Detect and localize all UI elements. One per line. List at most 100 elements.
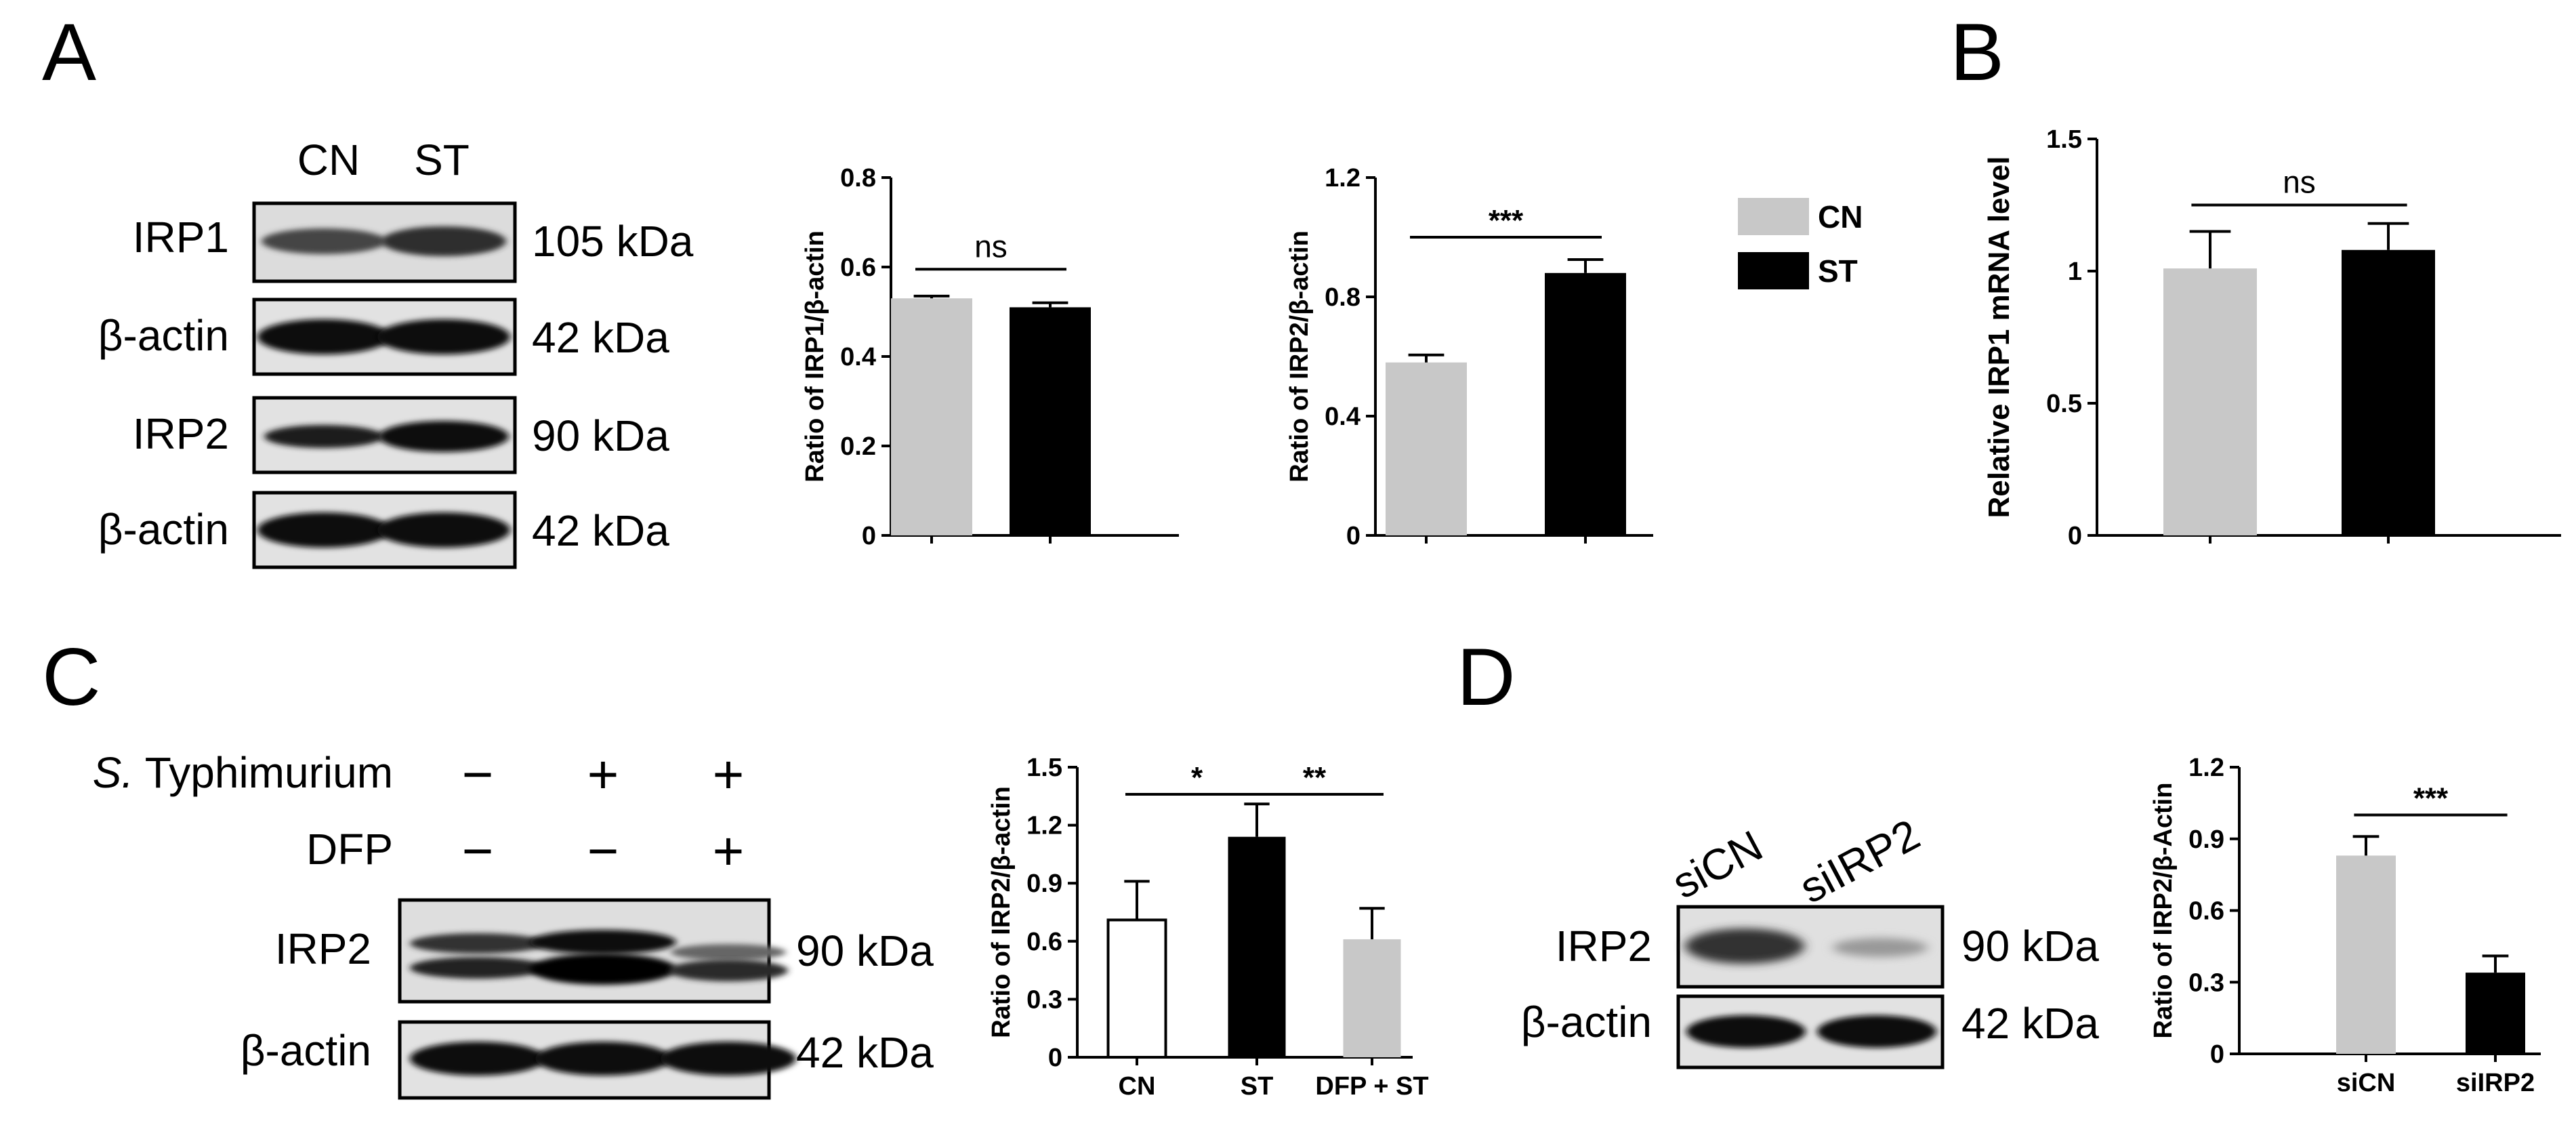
chart-irp1-mrna: 0 0.5 1 1.5 Relative IRP1 mRNA level ns [1982,125,2561,550]
kda-actin-1: 42 kDa [532,313,669,362]
y-tick-label: 1 [2068,258,2082,286]
blot-image-actin-2 [252,491,517,569]
chart-irp2-ratio: 0 0.4 0.8 1.2 Ratio of IRP2/β-actin *** [1285,164,1653,550]
legend-swatch-cn [1738,198,1809,235]
legend: CN ST [1738,198,1863,289]
y-tick-label: 0.5 [2046,390,2082,418]
lane-label-st: ST [414,136,470,184]
y-tick-label: 1.5 [1026,754,1062,782]
panel-a-western-blot: CN ST IRP1 105 kDa β-actin 42 kDa IRP2 9… [98,136,694,569]
y-tick-label: 0 [1048,1044,1062,1072]
kda-c-irp2: 90 kDa [796,926,934,975]
bar-st [1010,307,1091,535]
legend-label-cn: CN [1818,199,1863,234]
blot-label-irp1: IRP1 [133,213,229,262]
kda-d-irp2: 90 kDa [1961,922,2099,971]
kda-irp1: 105 kDa [532,217,694,266]
blot-label-actin-2: β-actin [98,505,229,554]
bar-cn [1106,918,1167,1059]
bar-siirp2 [2466,973,2525,1054]
y-tick-label: 1.2 [1026,812,1062,840]
y-tick-label: 0 [862,522,876,550]
panel-c-western-blot: S. Typhimurium DFP − + + − − + IRP2 90 k… [93,744,934,1100]
bar-st [2342,249,2435,535]
y-tick-label: 0.2 [840,432,876,461]
y-axis-label: Ratio of IRP2/β-Actin [2149,783,2178,1039]
dfp-sign-2: − [587,821,619,881]
chart-irp2-dfp: 0 0.3 0.6 0.9 1.2 1.5 Ratio of IRP2/β-actin CN S… [987,754,1429,1101]
y-tick-label: 0.4 [1325,403,1360,431]
y-tick-label: 0.3 [1026,985,1062,1014]
typhimurium-sign-2: + [587,744,619,804]
significance-label: *** [1489,204,1524,237]
lane-label-sicn: siCN [1665,821,1770,908]
treatment-label-dfp: DFP [306,825,393,874]
panel-letter-b: B [1950,7,2004,98]
y-tick-label: 0 [2068,522,2082,550]
y-tick-label: 0.4 [840,343,876,371]
y-tick-label: 0.3 [2188,968,2224,997]
chart-irp1-ratio: 0 0.2 0.4 0.6 0.8 Ratio of IRP1/β-actin ns [801,164,1179,550]
chart-irp2-sirna: 0 0.3 0.6 0.9 1.2 Ratio of IRP2/β-Actin siCN si… [2149,754,2541,1097]
y-tick-label: 1.5 [2046,125,2082,154]
significance-label: * [1191,761,1203,794]
legend-label-st: ST [1818,253,1858,289]
treatment-label-typhimurium: S. Typhimurium [93,748,393,797]
y-axis-label: Ratio of IRP2/β-actin [987,786,1016,1038]
x-category-label: ST [1241,1072,1274,1101]
lane-label-siirp2: siIRP2 [1792,810,1928,913]
blot-image-irp1 [252,201,517,283]
y-tick-label: 0.8 [1325,283,1360,312]
y-tick-label: 1.2 [2188,754,2224,782]
bar-st [1228,836,1286,1057]
x-category-label: siCN [2337,1069,2396,1097]
panel-letter-d: D [1457,632,1516,722]
significance-label: ** [1303,761,1327,794]
dfp-sign-3: + [713,821,745,881]
blot-label-d-irp2: IRP2 [1556,922,1652,971]
blot-label-c-actin: β-actin [241,1026,371,1075]
x-category-label: siIRP2 [2456,1069,2535,1097]
bar-dfp-st [1343,939,1401,1057]
significance-label: *** [2413,782,2449,815]
blot-label-c-irp2: IRP2 [275,924,371,973]
lane-label-cn: CN [297,136,360,184]
y-tick-label: 0 [2210,1040,2224,1069]
blot-image-d-actin [1676,994,1945,1069]
blot-label-actin-1: β-actin [98,311,229,360]
y-tick-label: 0.6 [1026,928,1062,956]
y-axis-label: Relative IRP1 mRNA level [1982,157,2016,518]
y-tick-label: 0 [1346,522,1360,550]
kda-actin-2: 42 kDa [532,506,669,555]
significance-label: ns [2283,165,2316,200]
bar-cn [891,298,972,535]
kda-d-actin: 42 kDa [1961,999,2099,1048]
panel-letter-c: C [42,632,101,722]
panel-d-western-blot: siCN siIRP2 IRP2 90 kDa β-actin 42 kDa [1521,810,2099,1069]
blot-label-d-actin: β-actin [1521,998,1652,1046]
bar-cn [1386,362,1467,535]
panel-letter-a: A [42,7,96,98]
y-tick-label: 0.9 [1026,870,1062,898]
blot-image-irp2 [252,396,517,474]
dfp-sign-1: − [462,821,494,881]
y-tick-label: 0.9 [2188,825,2224,854]
kda-c-actin: 42 kDa [796,1028,934,1077]
y-tick-label: 0.6 [2188,897,2224,926]
x-category-label: CN [1119,1072,1156,1101]
blot-label-irp2: IRP2 [133,409,229,458]
x-category-label: DFP + ST [1315,1072,1428,1101]
typhimurium-sign-3: + [713,744,745,804]
y-tick-label: 0.6 [840,253,876,282]
blot-image-c-actin [398,1020,796,1100]
y-axis-label: Ratio of IRP2/β-actin [1285,230,1314,483]
bar-cn [2163,268,2257,535]
significance-label: ns [974,228,1007,264]
blot-image-c-irp2 [398,898,788,1004]
y-tick-label: 1.2 [1325,164,1360,192]
kda-irp2: 90 kDa [532,411,669,460]
y-tick-label: 0.8 [840,164,876,192]
bar-st [1545,272,1626,535]
